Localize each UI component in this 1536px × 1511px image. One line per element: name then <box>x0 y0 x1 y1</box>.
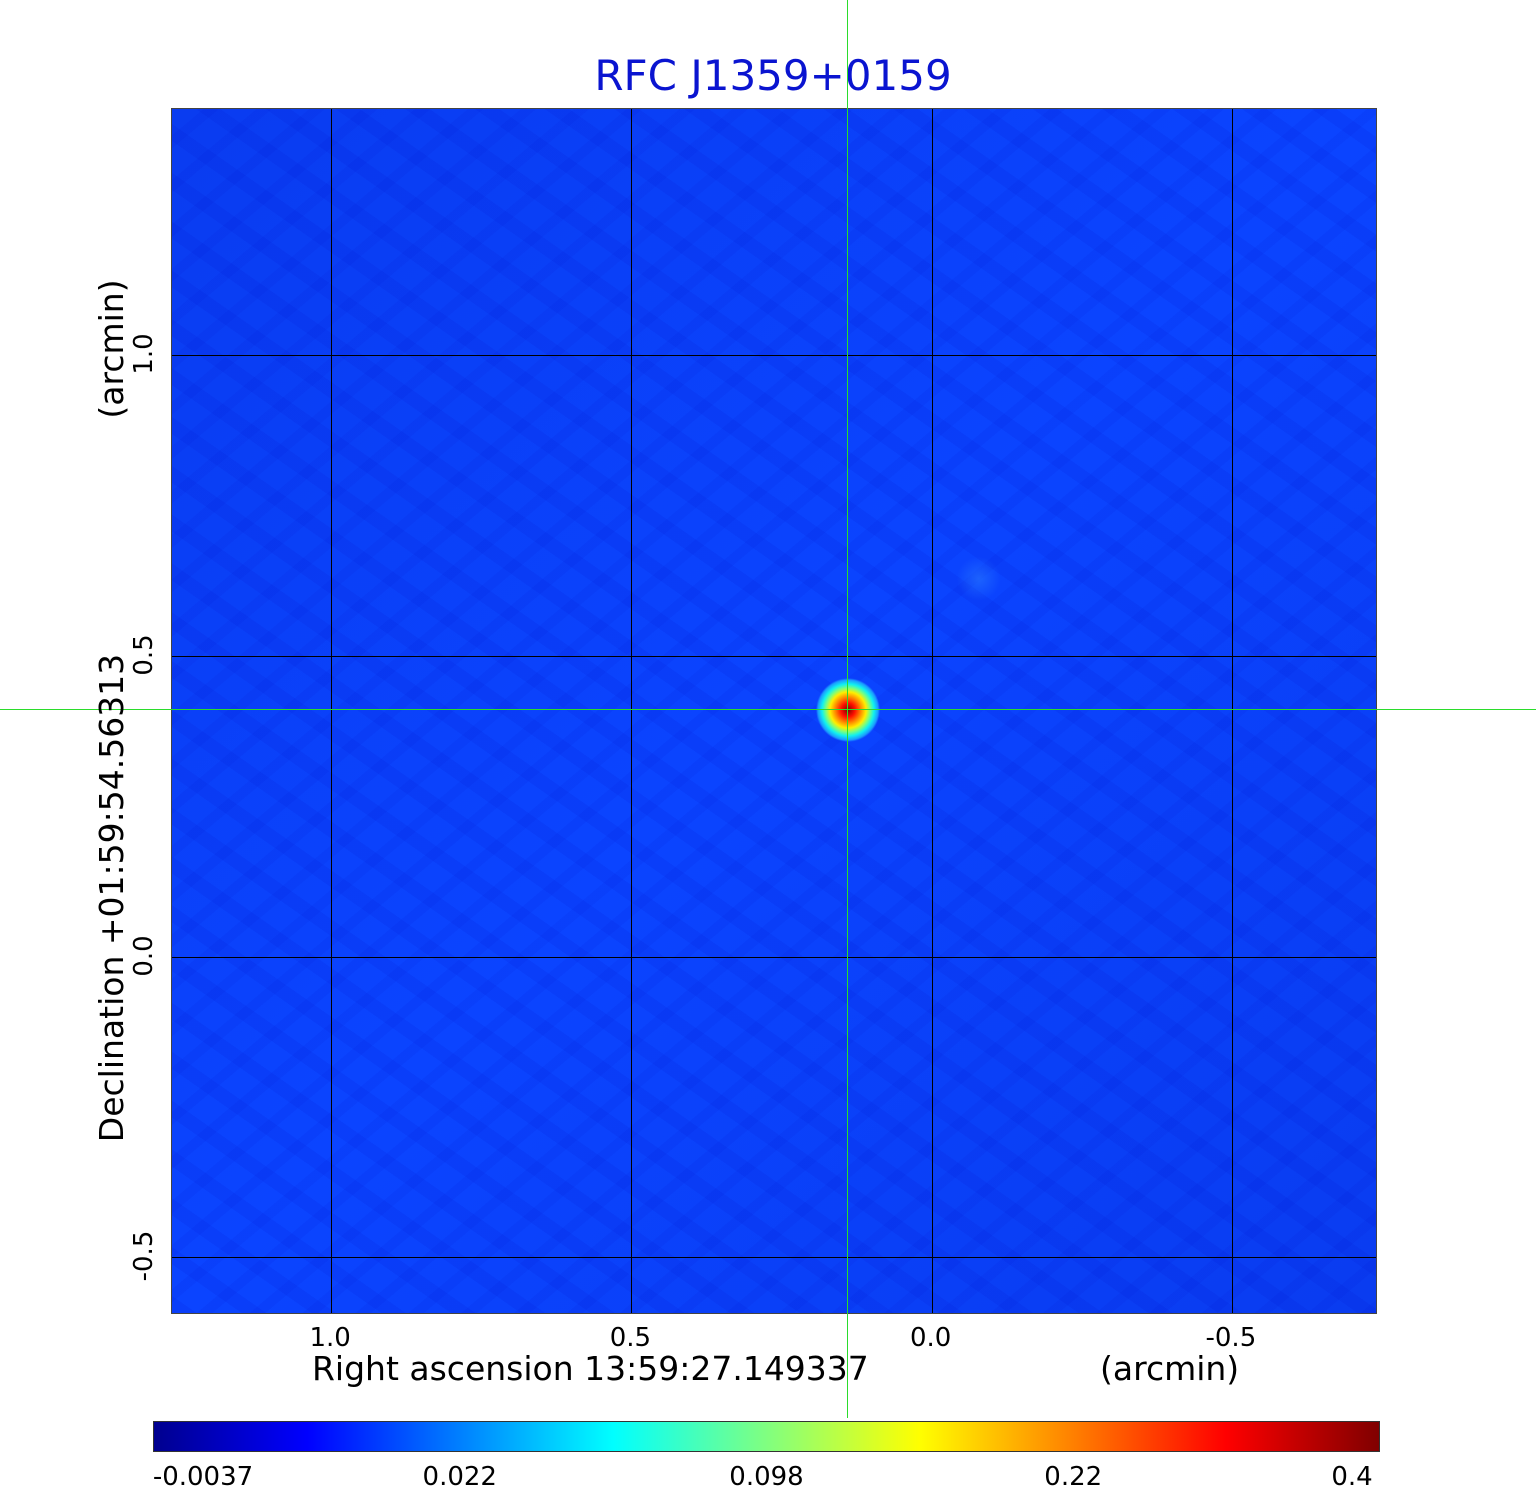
grid-line-horizontal <box>172 1257 1376 1259</box>
colorbar <box>153 1421 1380 1452</box>
colorbar-tick-label: 0.022 <box>422 1462 497 1492</box>
y-axis-label: Declination +01:59:54.56313 <box>92 653 131 1143</box>
y-axis-unit: (arcmin) <box>92 279 131 419</box>
grid-line-horizontal <box>172 655 1376 657</box>
image-plot-area[interactable] <box>171 108 1377 1314</box>
x-tick-label: 0.5 <box>609 1323 652 1353</box>
grid-line-horizontal <box>172 355 1376 357</box>
y-tick-label: 0.5 <box>129 634 159 676</box>
chart-title: RFC J1359+0159 <box>594 51 952 100</box>
grid-line-vertical <box>1231 109 1233 1313</box>
y-tick-label: 0.0 <box>129 934 159 977</box>
grid-line-vertical <box>631 109 633 1313</box>
grid-line-vertical <box>331 109 333 1313</box>
colorbar-tick-label: 0.22 <box>1044 1462 1103 1492</box>
colorbar-tick-label: -0.0037 <box>152 1462 254 1492</box>
x-tick-label: -0.5 <box>1205 1323 1257 1353</box>
colorbar-tick-label: 0.4 <box>1331 1462 1373 1492</box>
y-tick-label: 1.0 <box>129 333 159 376</box>
y-tick-label: -0.5 <box>129 1230 159 1282</box>
x-axis-unit: (arcmin) <box>1100 1349 1240 1388</box>
x-axis-label: Right ascension 13:59:27.149337 <box>312 1349 869 1388</box>
colorbar-tick-label: 0.098 <box>729 1462 804 1492</box>
grid-line-vertical <box>931 109 933 1313</box>
grid-line-horizontal <box>172 956 1376 958</box>
x-tick-label: 1.0 <box>309 1323 351 1353</box>
x-tick-label: 0.0 <box>909 1323 952 1353</box>
crosshair-horizontal <box>0 709 1536 710</box>
